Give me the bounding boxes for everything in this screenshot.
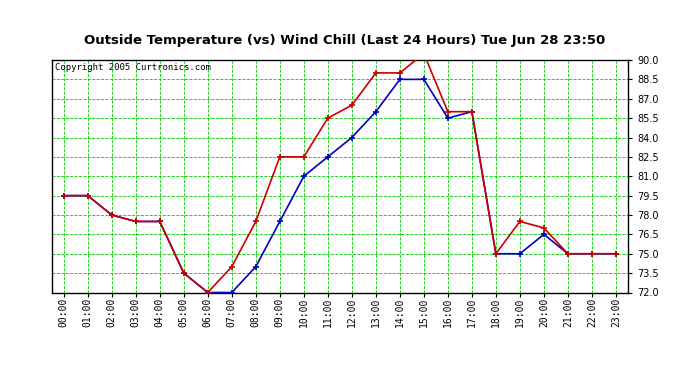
Text: Outside Temperature (vs) Wind Chill (Last 24 Hours) Tue Jun 28 23:50: Outside Temperature (vs) Wind Chill (Las… (84, 33, 606, 46)
Text: Copyright 2005 Curtronics.com: Copyright 2005 Curtronics.com (55, 63, 210, 72)
